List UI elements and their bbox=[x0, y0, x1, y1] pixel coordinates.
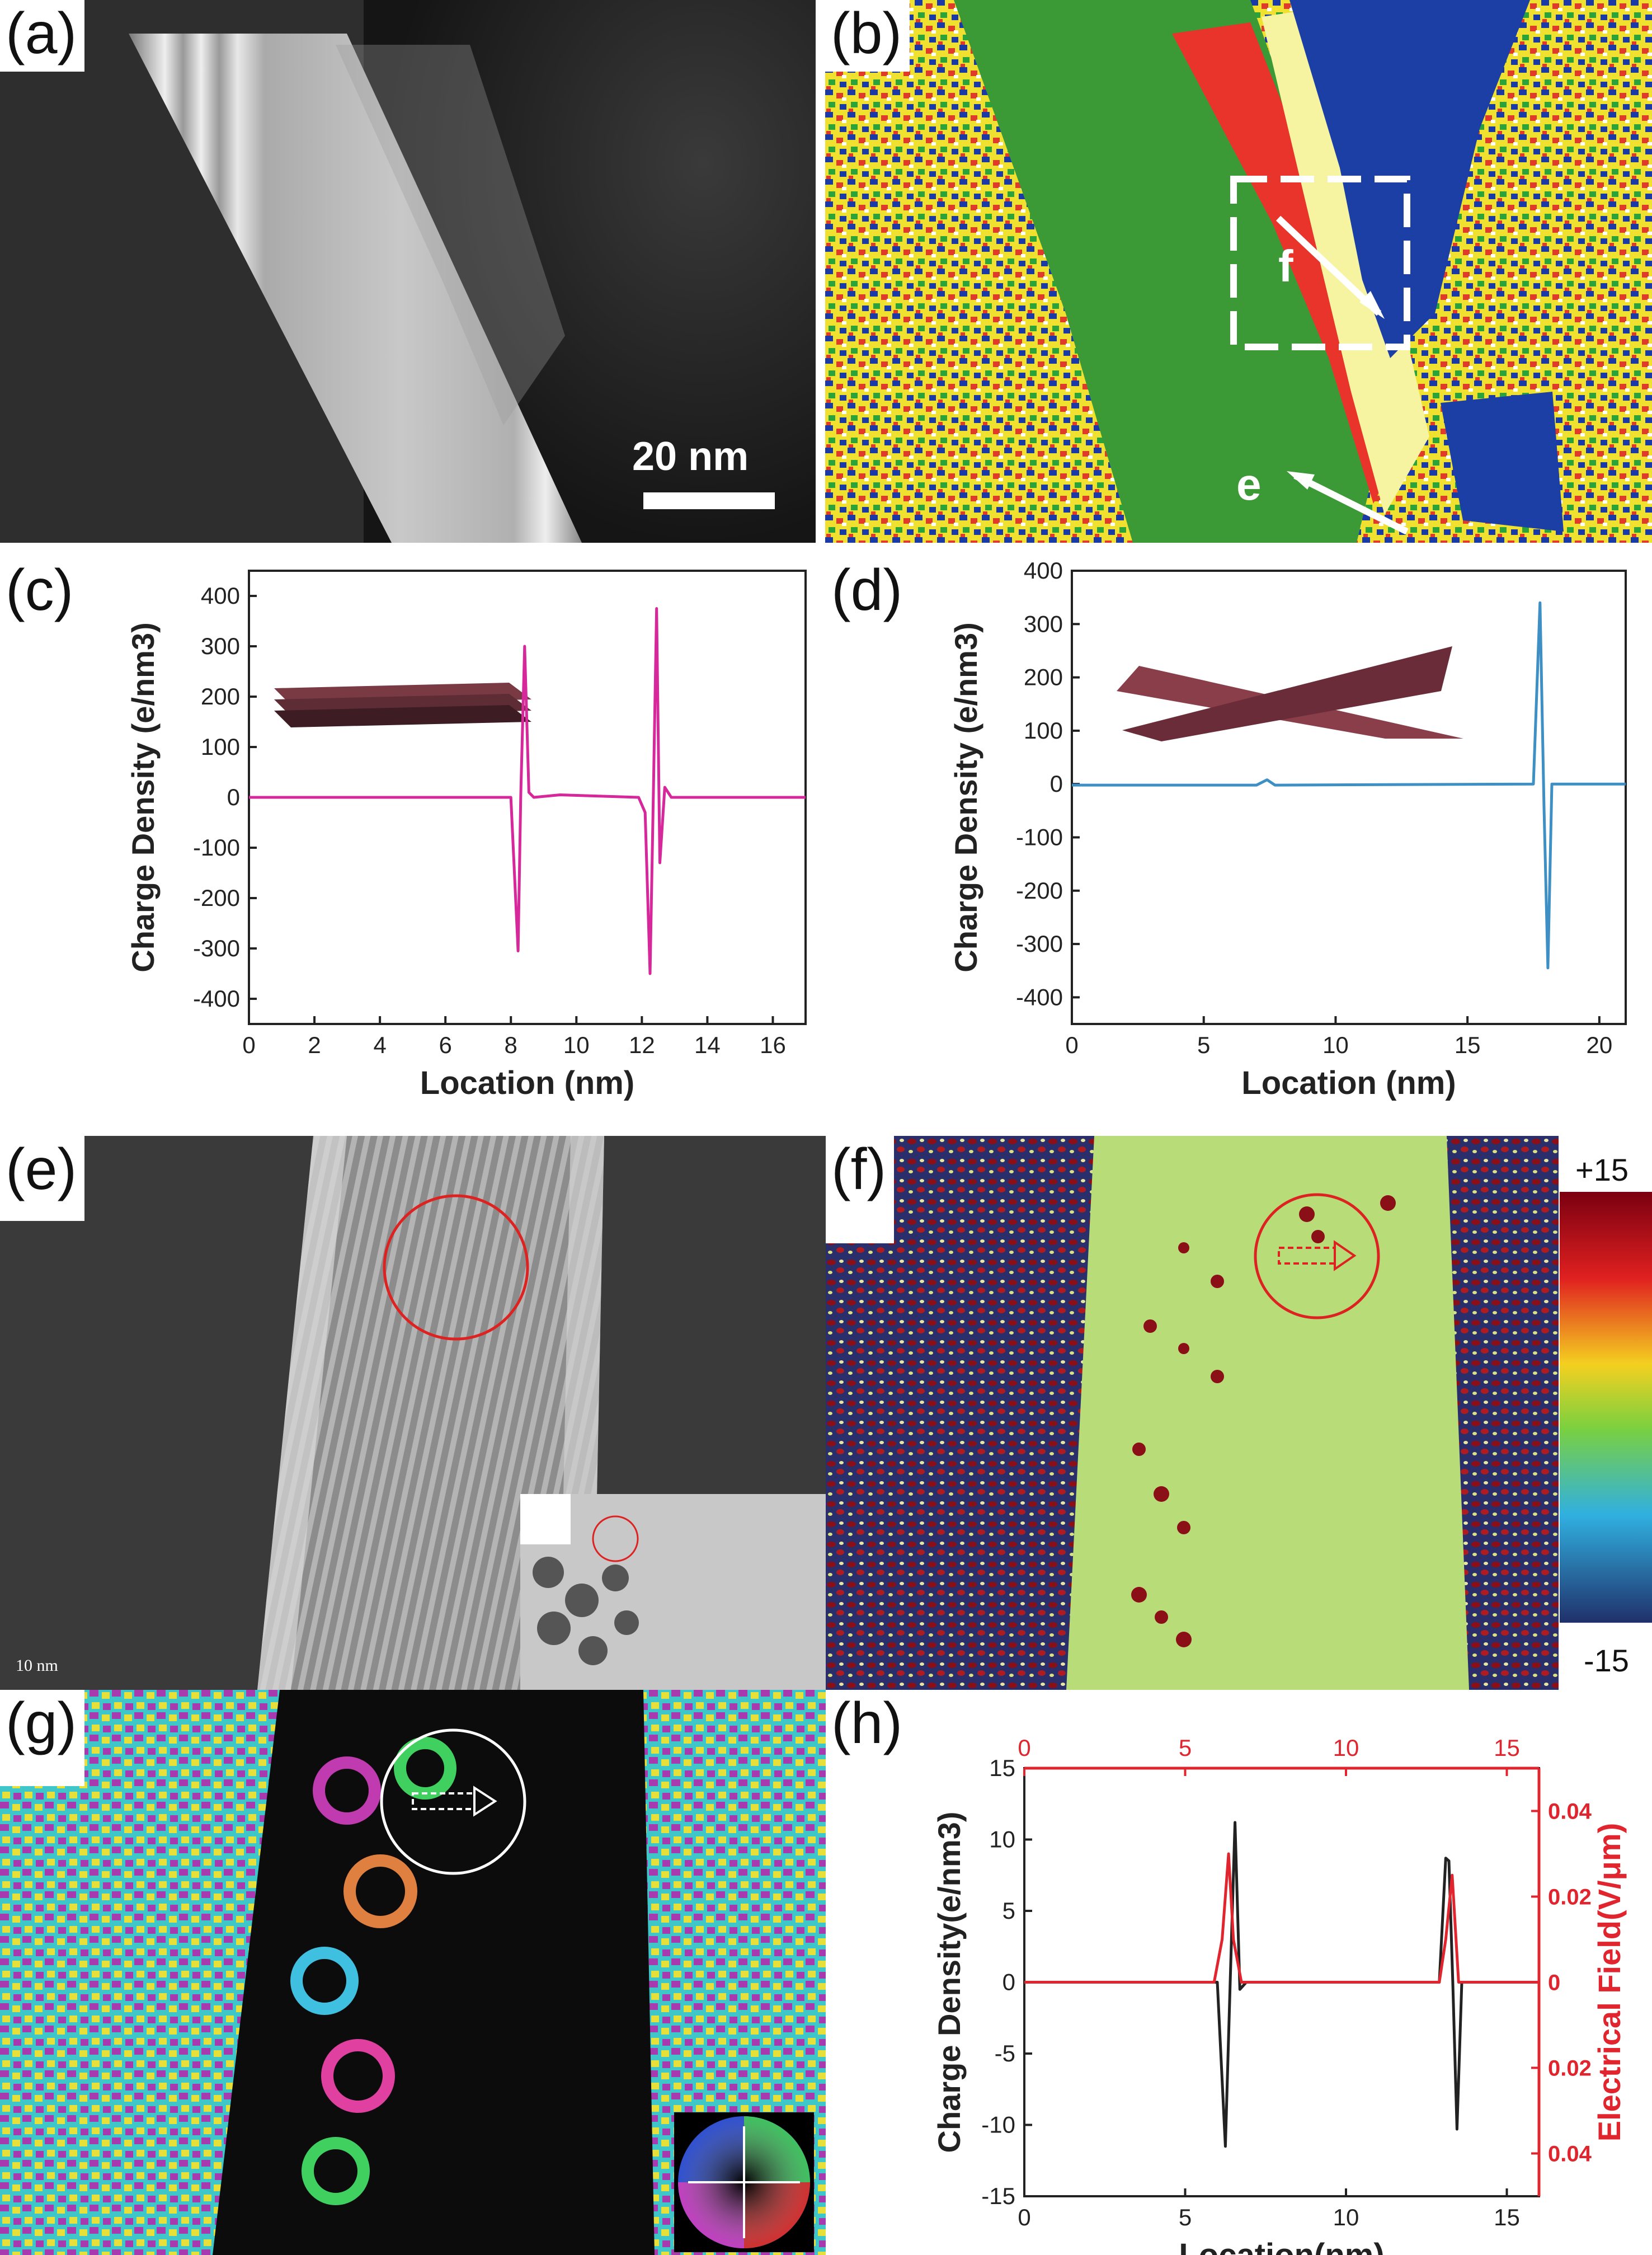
panel-h: 0 5 10 15 -15 -10 -5 0 5 10 15 Location(nm) Charge D… bbox=[826, 1690, 1652, 2255]
panel-d: 0 5 10 15 20 -400 -300 -200 -100 0 100 200 300 400 Loc… bbox=[826, 551, 1652, 1136]
x-tick-label: 0 bbox=[1065, 1032, 1078, 1058]
panel-label-a: (a) bbox=[0, 0, 85, 72]
x-tick-label: 5 bbox=[1179, 2204, 1192, 2230]
y-axis-label: Charge Density(e/nm3) bbox=[931, 1812, 967, 2153]
color-wheel-icon bbox=[678, 2116, 810, 2248]
colorbar-min-label: -15 bbox=[1584, 1643, 1629, 1678]
tem-image-a bbox=[0, 0, 816, 543]
panel-label-e: (e) bbox=[0, 1136, 85, 1221]
scalebar-label-a: 20 nm bbox=[632, 434, 749, 479]
y-tick-label: 15 bbox=[989, 1755, 1015, 1781]
y-tick-label: -300 bbox=[1016, 931, 1063, 957]
chart-h: 0 5 10 15 -15 -10 -5 0 5 10 15 Location(nm) Charge D… bbox=[931, 1735, 1627, 2255]
charge-density-line bbox=[1024, 1821, 1539, 2148]
y-tick-label: 100 bbox=[201, 734, 240, 760]
y-tick-label: 300 bbox=[201, 633, 240, 659]
x-tick-label: 12 bbox=[629, 1032, 655, 1058]
panel-f: (f) +15 -15 bbox=[826, 1136, 1652, 1690]
x-tick-label: 10 bbox=[1322, 1032, 1349, 1058]
panel-label-h: (h) bbox=[826, 1690, 911, 1761]
crossed-sheet-inset-icon bbox=[1117, 646, 1463, 741]
y-tick-label: -400 bbox=[1016, 984, 1063, 1010]
y-tick-label: 0 bbox=[227, 784, 240, 810]
x-tick-label: 15 bbox=[1455, 1032, 1481, 1058]
chart-d: 0 5 10 15 20 -400 -300 -200 -100 0 100 200 300 400 Loc… bbox=[948, 557, 1627, 1101]
panel-label-b: (b) bbox=[825, 0, 910, 72]
x-tick-label: 10 bbox=[1333, 2204, 1359, 2230]
y2-tick-label: 0.04 bbox=[1548, 1800, 1592, 1824]
x2-tick-label: 5 bbox=[1179, 1735, 1192, 1761]
electric-field-line bbox=[1024, 1852, 1539, 1984]
scalebar-a bbox=[643, 492, 775, 509]
y-tick-label: -15 bbox=[981, 2183, 1015, 2209]
y-tick-label: -200 bbox=[1016, 877, 1063, 904]
x-tick-label: 6 bbox=[439, 1032, 451, 1058]
y-tick-label: -200 bbox=[193, 885, 240, 911]
y-tick-label: -300 bbox=[193, 935, 240, 961]
y-axis-label: Charge Density (e/nm3) bbox=[948, 622, 983, 973]
scalebar-label-e: 10 nm bbox=[16, 1656, 58, 1675]
y2-tick-label: 0.02 bbox=[1548, 2056, 1592, 2081]
panel-label-d: (d) bbox=[826, 557, 911, 628]
x2-tick-label: 0 bbox=[1018, 1735, 1030, 1761]
panel-g: (g) bbox=[0, 1690, 826, 2255]
plot-frame bbox=[1071, 570, 1627, 1025]
y-tick-label: 200 bbox=[201, 683, 240, 710]
hrtem-image-e bbox=[0, 1136, 826, 1690]
x2-tick-label: 10 bbox=[1333, 1735, 1359, 1761]
x-axis-label: Location(nm) bbox=[1179, 2237, 1384, 2255]
y-tick-label: 100 bbox=[1024, 717, 1063, 744]
y-tick-label: 400 bbox=[201, 582, 240, 609]
y-tick-label: -10 bbox=[981, 2112, 1015, 2138]
phase-map-b bbox=[825, 0, 1652, 543]
x-tick-label: 16 bbox=[760, 1032, 786, 1058]
panel-label-f: (f) bbox=[826, 1136, 895, 1243]
marker-e: e bbox=[1236, 459, 1262, 509]
series-line bbox=[249, 607, 806, 975]
y-tick-label: 300 bbox=[1024, 610, 1063, 637]
x2-tick-label: 15 bbox=[1494, 1735, 1520, 1761]
y-tick-label: 200 bbox=[1024, 664, 1063, 690]
layered-sheet-inset-icon bbox=[274, 683, 531, 727]
y-tick-label: 10 bbox=[989, 1826, 1015, 1853]
y2-tick-label: 0.04 bbox=[1548, 2142, 1592, 2167]
panel-a: (a) 20 nm bbox=[0, 0, 816, 543]
marker-f: f bbox=[1278, 241, 1293, 291]
panel-c: 0 2 4 6 8 10 12 14 16 -400 -300 -200 -100 0 100 200 300 4… bbox=[0, 551, 826, 1136]
series-line bbox=[1072, 601, 1626, 970]
y-tick-label: 0 bbox=[1050, 771, 1063, 797]
x-tick-label: 0 bbox=[1018, 2204, 1030, 2230]
x-tick-label: 14 bbox=[694, 1032, 721, 1058]
x-tick-label: 15 bbox=[1494, 2204, 1520, 2230]
y2-tick-label: 0 bbox=[1548, 1971, 1560, 1995]
charge-map-f bbox=[826, 1136, 1652, 1690]
x-tick-label: 8 bbox=[505, 1032, 517, 1058]
y-tick-label: 400 bbox=[1024, 557, 1063, 584]
panel-label-g: (g) bbox=[0, 1690, 85, 1786]
y-axis-label: Charge Density (e/nm3) bbox=[125, 622, 161, 973]
panel-label-c: (c) bbox=[0, 557, 82, 628]
y-tick-label: -100 bbox=[193, 834, 240, 861]
x-tick-label: 10 bbox=[563, 1032, 590, 1058]
phase-map-g bbox=[0, 1690, 826, 2255]
x-tick-label: 2 bbox=[308, 1032, 321, 1058]
y-tick-label: -5 bbox=[995, 2040, 1015, 2066]
y-tick-label: -400 bbox=[193, 985, 240, 1012]
y-tick-label: -100 bbox=[1016, 824, 1063, 850]
y-tick-label: 5 bbox=[1003, 1897, 1015, 1924]
colorbar-max-label: +15 bbox=[1575, 1152, 1629, 1187]
y2-tick-label: 0.02 bbox=[1548, 1885, 1592, 1910]
x-tick-label: 20 bbox=[1586, 1032, 1612, 1058]
x-axis-label: Location (nm) bbox=[1241, 1065, 1456, 1101]
x-tick-label: 5 bbox=[1197, 1032, 1210, 1058]
y-tick-label: 0 bbox=[1003, 1969, 1015, 1995]
y2-axis-label: Electrical Field(V/μm) bbox=[1592, 1823, 1627, 2142]
x-tick-label: 0 bbox=[242, 1032, 255, 1058]
panel-b: (b) f e bbox=[825, 0, 1652, 543]
x-axis-label: Location (nm) bbox=[420, 1065, 634, 1101]
x-tick-label: 4 bbox=[373, 1032, 386, 1058]
chart-c: 0 2 4 6 8 10 12 14 16 -400 -300 -200 -100 0 100 200 300 4… bbox=[125, 570, 807, 1101]
panel-e: (e) 10 nm bbox=[0, 1136, 826, 1690]
